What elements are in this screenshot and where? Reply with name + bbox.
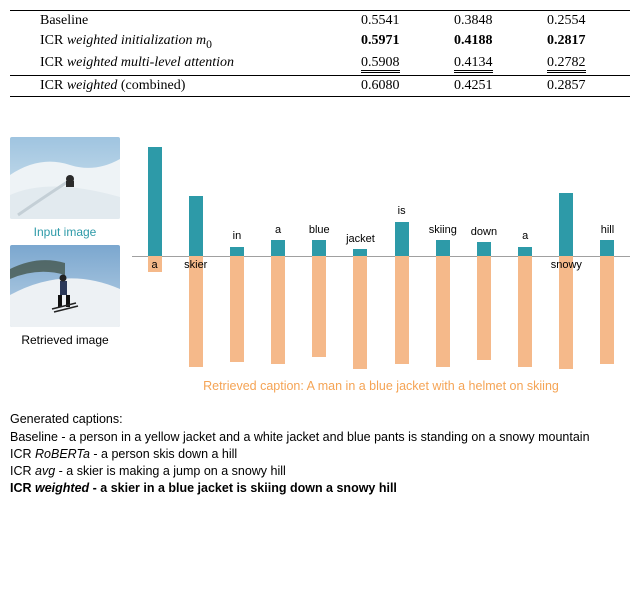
table-row: ICR weighted initialization m00.59710.41… (10, 31, 630, 53)
table: Baseline0.55410.38480.2554ICR weighted i… (10, 11, 630, 96)
bar-up (477, 242, 491, 256)
bar-group: snowy (546, 141, 587, 371)
bar-group: a (134, 141, 175, 371)
bar-group: jacket (340, 141, 381, 371)
bar-up (312, 240, 326, 256)
bar-group: a (505, 141, 546, 371)
bar-down (189, 256, 203, 366)
table-cell-value: 0.2554 (537, 11, 630, 31)
bar-word-label: blue (309, 224, 330, 236)
table-cell-value: 0.2782 (537, 53, 630, 76)
bar-up (436, 240, 450, 256)
bar-down (559, 256, 573, 369)
bar-up (189, 196, 203, 256)
input-image-thumb (10, 137, 120, 219)
table-cell-value: 0.2817 (537, 31, 630, 53)
image-column: Input image Retrieved ima (10, 137, 120, 347)
bar-group: blue (299, 141, 340, 371)
table-row: ICR weighted (combined)0.60800.42510.285… (10, 76, 630, 97)
bar-down (518, 256, 532, 366)
bar-word-label: is (398, 205, 406, 217)
retrieved-caption-text: Retrieved caption: A man in a blue jacke… (132, 379, 630, 393)
ablation-table: Baseline0.55410.38480.2554ICR weighted i… (10, 10, 630, 97)
bar-group: hill (587, 141, 628, 371)
table-cell-label: ICR weighted multi-level attention (10, 53, 351, 76)
table-cell-label: Baseline (10, 11, 351, 31)
generated-captions-heading: Generated captions: (10, 411, 630, 428)
table-row: ICR weighted multi-level attention0.5908… (10, 53, 630, 76)
bar-down (477, 256, 491, 360)
bar-down (271, 256, 285, 364)
bar-down (353, 256, 367, 369)
bar-word-label: a (522, 230, 528, 242)
table-cell-label: ICR weighted initialization m0 (10, 31, 351, 53)
generated-captions-block: Generated captions: Baseline - a person … (10, 411, 630, 496)
bar-down (312, 256, 326, 357)
bar-word-label: a (152, 259, 158, 271)
bar-up (353, 249, 367, 256)
bar-down (230, 256, 244, 362)
bar-word-label: in (233, 230, 242, 242)
figure-area: Input image Retrieved ima (10, 137, 630, 393)
bar-up (230, 247, 244, 256)
bar-word-label: jacket (346, 233, 375, 245)
table-cell-value: 0.4134 (444, 53, 537, 76)
bar-group: down (463, 141, 504, 371)
input-image-label: Input image (10, 225, 120, 239)
table-row: Baseline0.55410.38480.2554 (10, 11, 630, 31)
caption-line: ICR weighted - a skier in a blue jacket … (10, 480, 630, 497)
table-cell-label: ICR weighted (combined) (10, 76, 351, 97)
bar-down (436, 256, 450, 366)
retrieved-image-label: Retrieved image (10, 333, 120, 347)
table-cell-value: 0.4251 (444, 76, 537, 97)
caption-line: ICR RoBERTa - a person skis down a hill (10, 446, 630, 463)
table-cell-value: 0.2857 (537, 76, 630, 97)
table-cell-value: 0.5541 (351, 11, 444, 31)
chart-column: a skier in a blue jacket is skiing down a snowy hil… (132, 137, 630, 393)
bar-down (600, 256, 614, 364)
caption-line: ICR avg - a skier is making a jump on a … (10, 463, 630, 480)
bar-group: in (216, 141, 257, 371)
bar-up (395, 222, 409, 257)
bar-up (600, 240, 614, 256)
table-cell-value: 0.5971 (351, 31, 444, 53)
bar-group: a (258, 141, 299, 371)
table-cell-value: 0.3848 (444, 11, 537, 31)
retrieved-image-thumb (10, 245, 120, 327)
bar-word-label: down (471, 226, 497, 238)
bar-word-label: hill (601, 224, 614, 236)
caption-line: Baseline - a person in a yellow jacket a… (10, 429, 630, 446)
bar-up (518, 247, 532, 256)
bar-up (559, 193, 573, 256)
bar-word-label: skiing (429, 224, 457, 236)
bar-word-label: snowy (551, 259, 582, 271)
chart-bars: a skier in a blue jacket is skiing down a snowy hil… (132, 141, 630, 371)
table-cell-value: 0.4188 (444, 31, 537, 53)
attention-bar-chart: a skier in a blue jacket is skiing down a snowy hil… (132, 141, 630, 371)
bar-group: is (381, 141, 422, 371)
bar-group: skiing (422, 141, 463, 371)
table-cell-value: 0.6080 (351, 76, 444, 97)
table-cell-value: 0.5908 (351, 53, 444, 76)
bar-word-label: a (275, 224, 281, 236)
bar-up (271, 240, 285, 256)
bar-group: skier (175, 141, 216, 371)
bar-down (395, 256, 409, 364)
bar-word-label: skier (184, 259, 207, 271)
bar-up (148, 147, 162, 256)
